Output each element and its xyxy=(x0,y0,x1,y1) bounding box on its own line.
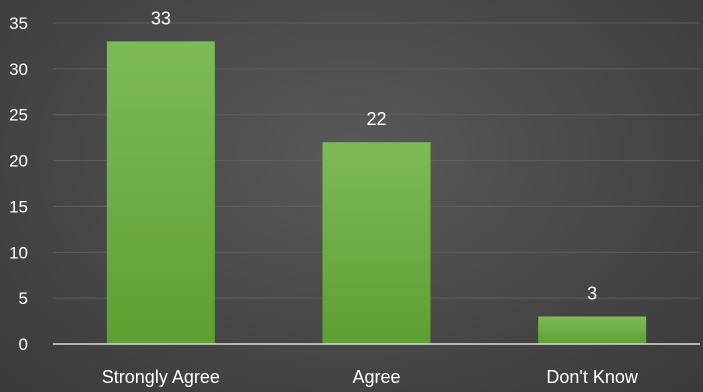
x-axis-categories: Strongly Agree Agree Don't Know xyxy=(102,367,639,387)
x-category-label: Agree xyxy=(352,367,400,387)
y-tick-label: 30 xyxy=(9,60,28,79)
y-tick-label: 10 xyxy=(9,243,28,262)
y-tick-label: 20 xyxy=(9,152,28,171)
data-labels: 33 22 3 xyxy=(151,8,597,303)
data-label: 3 xyxy=(587,283,597,303)
bars xyxy=(106,41,647,344)
y-tick-label: 35 xyxy=(9,14,28,33)
y-axis-ticks: 0 5 10 15 20 25 30 35 xyxy=(9,14,28,354)
y-tick-label: 5 xyxy=(19,289,28,308)
data-label: 33 xyxy=(151,8,171,28)
x-category-label: Strongly Agree xyxy=(102,367,220,387)
data-label: 22 xyxy=(366,109,386,129)
x-category-label: Don't Know xyxy=(546,367,638,387)
y-tick-label: 25 xyxy=(9,106,28,125)
y-tick-label: 0 xyxy=(19,335,28,354)
y-tick-label: 15 xyxy=(9,197,28,216)
bar xyxy=(538,316,647,344)
bar xyxy=(106,41,215,344)
bar xyxy=(322,142,431,344)
